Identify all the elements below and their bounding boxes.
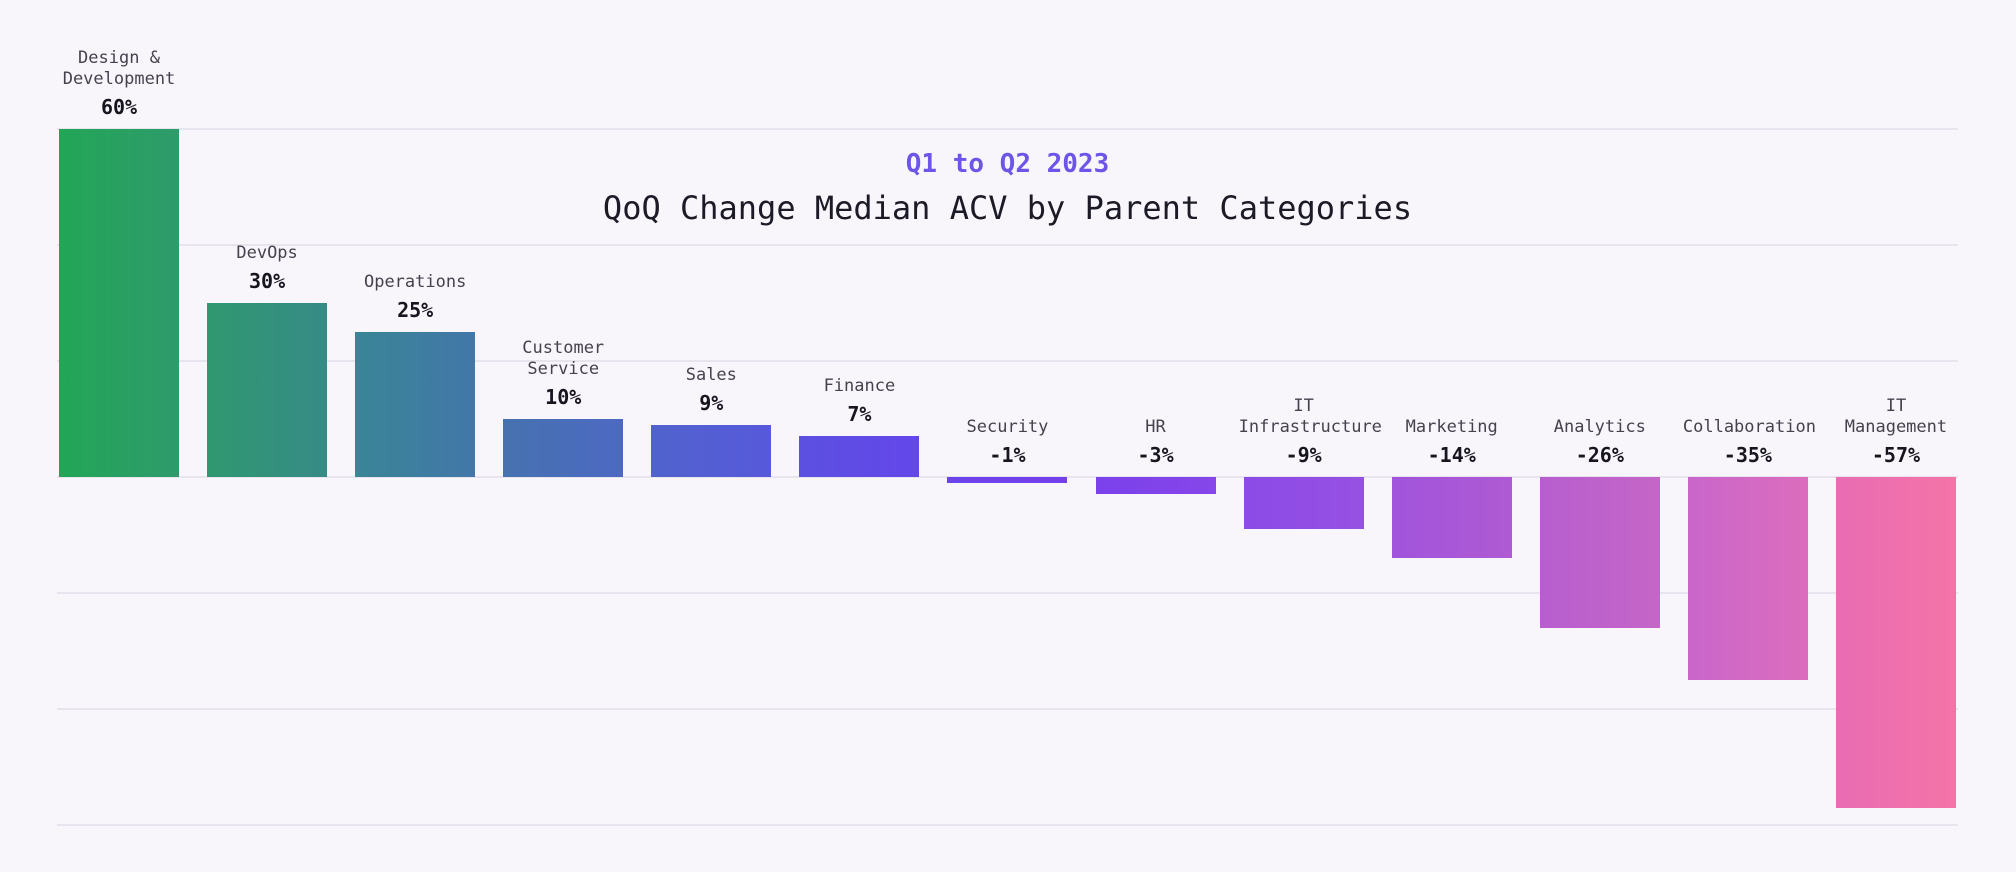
gridline	[57, 244, 1958, 246]
bar-value-label: 10%	[545, 385, 582, 409]
bar-value-label: 60%	[100, 95, 138, 119]
bar-category-label: Finance	[823, 376, 896, 397]
bar-it-management[interactable]	[1835, 477, 1956, 808]
bar-value-label: -26%	[1575, 443, 1624, 467]
bar-value-label: -3%	[1137, 443, 1174, 467]
bar-category-label: DevOps	[236, 243, 298, 263]
bar-label-group: DevOps 30%	[202, 243, 332, 293]
bar-value-label: -35%	[1723, 443, 1772, 467]
gridline	[57, 592, 1958, 594]
gridline	[57, 128, 1958, 130]
bar-category-label: IT Management	[1844, 396, 1948, 437]
bar-category-label: Customer Service	[522, 338, 605, 379]
bar-value-label: 9%	[699, 390, 724, 415]
gridline	[57, 360, 1958, 362]
bar-category-label: Operations	[363, 272, 467, 292]
chart-header: Q1 to Q2 2023 QoQ Change Median ACV by P…	[59, 148, 1956, 230]
bar-category-label: Marketing	[1405, 417, 1498, 437]
bar-value-label: -57%	[1871, 443, 1921, 467]
bar-label-group: Marketing -14%	[1387, 417, 1517, 467]
bar-finance[interactable]	[799, 436, 920, 477]
bar-devops[interactable]	[207, 303, 328, 477]
bar-value-label: 7%	[847, 402, 872, 427]
bar-hr[interactable]	[1095, 477, 1216, 495]
bar-marketing[interactable]	[1391, 477, 1512, 559]
bar-category-label: Collaboration	[1682, 417, 1816, 437]
bar-label-group: Security -1%	[942, 417, 1072, 467]
chart-title: QoQ Change Median ACV by Parent Categori…	[602, 189, 1413, 227]
bar-category-label: Design & Development	[62, 48, 176, 89]
bar-label-group: Design & Development 60%	[54, 48, 184, 119]
bar-category-label: Sales	[685, 364, 737, 385]
bar-security[interactable]	[947, 477, 1068, 483]
gridline	[57, 708, 1958, 710]
bar-collaboration[interactable]	[1687, 477, 1808, 680]
bar-label-group: IT Management -57%	[1831, 396, 1961, 467]
bar-design-development[interactable]	[59, 129, 179, 477]
bar-category-label: IT Infrastructure	[1238, 396, 1382, 437]
bar-value-label: 30%	[249, 269, 286, 293]
bar-category-label: HR	[1145, 417, 1166, 437]
bar-label-group: Collaboration -35%	[1682, 417, 1816, 467]
bar-value-label: -1%	[989, 443, 1026, 467]
bar-label-group: Sales 9%	[646, 365, 776, 415]
bar-value-label: 25%	[397, 298, 434, 322]
bar-value-label: -9%	[1285, 443, 1322, 467]
bar-operations[interactable]	[355, 332, 476, 477]
bar-category-label: Security	[966, 417, 1049, 437]
gridline	[57, 824, 1958, 826]
bar-label-group: Finance 7%	[794, 376, 924, 426]
bar-label-group: HR -3%	[1091, 417, 1221, 467]
bar-label-group: Customer Service 10%	[498, 338, 628, 409]
bar-analytics[interactable]	[1539, 477, 1660, 628]
bar-sales[interactable]	[651, 424, 772, 477]
chart-subtitle: Q1 to Q2 2023	[905, 149, 1110, 179]
bar-customer-service[interactable]	[503, 419, 624, 477]
bar-it-infrastructure[interactable]	[1243, 477, 1364, 530]
bar-label-group: Analytics -26%	[1535, 417, 1665, 467]
bar-value-label: -14%	[1427, 443, 1476, 467]
bar-category-label: Analytics	[1553, 417, 1646, 437]
bar-label-group: IT Infrastructure -9%	[1238, 396, 1382, 467]
bar-label-group: Operations 25%	[350, 272, 480, 322]
